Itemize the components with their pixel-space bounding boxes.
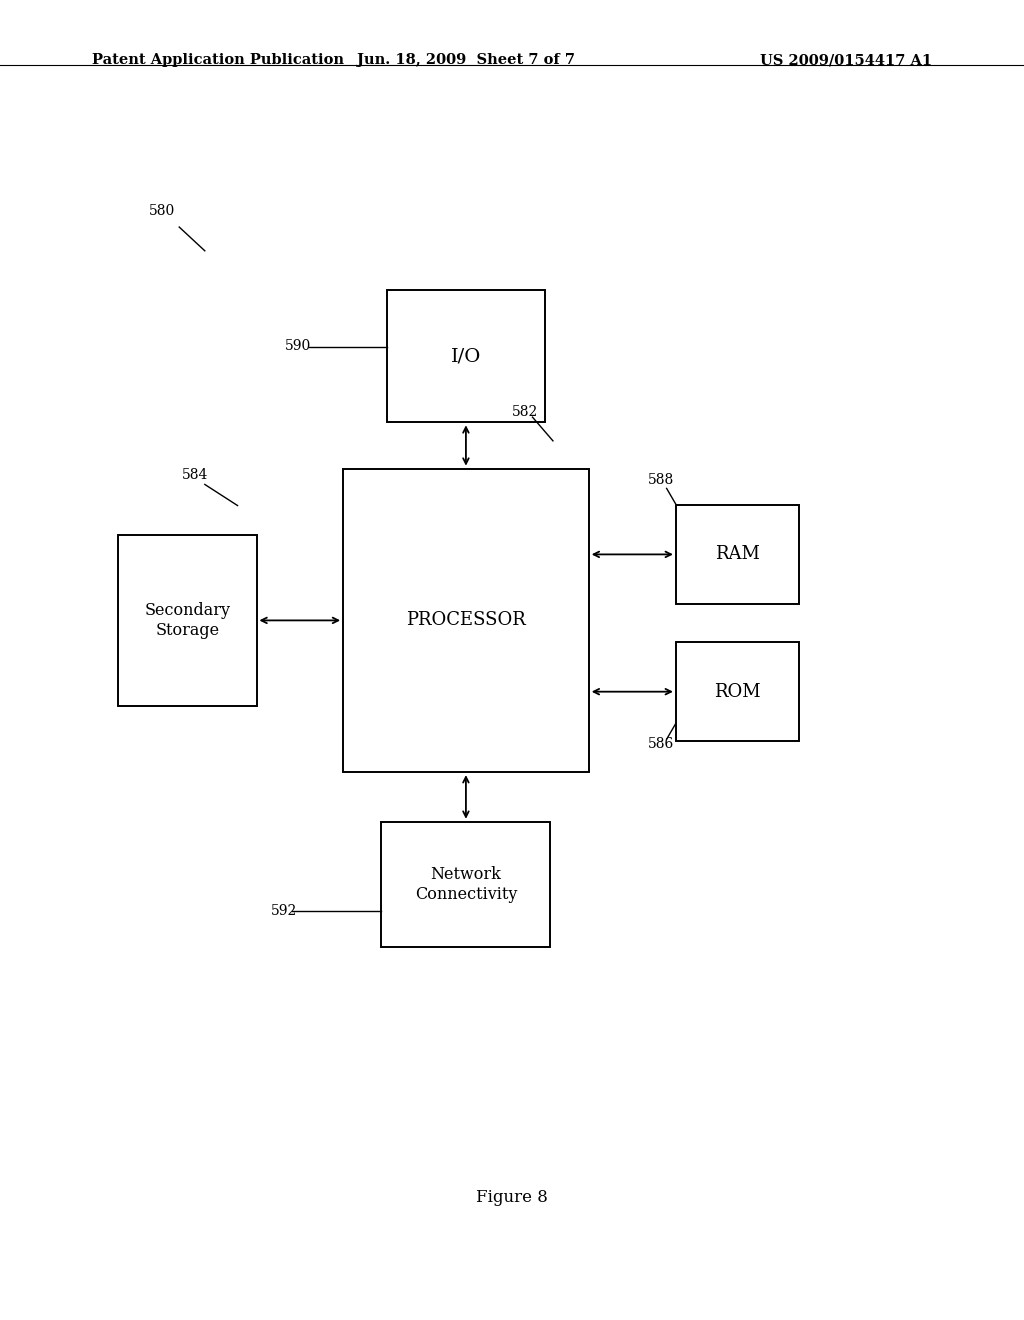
Text: ROM: ROM [714, 682, 761, 701]
Bar [676, 506, 799, 605]
Text: I/O: I/O [451, 347, 481, 366]
Text: 582: 582 [512, 405, 539, 418]
Text: Figure 8: Figure 8 [476, 1189, 548, 1206]
Text: Network
Connectivity: Network Connectivity [415, 866, 517, 903]
Text: 580: 580 [148, 205, 175, 218]
Bar [387, 290, 545, 422]
Text: 584: 584 [182, 469, 209, 482]
Text: 586: 586 [648, 738, 675, 751]
Text: PROCESSOR: PROCESSOR [407, 611, 525, 630]
Bar [343, 469, 589, 772]
Text: US 2009/0154417 A1: US 2009/0154417 A1 [760, 53, 932, 67]
Bar [381, 821, 551, 948]
Text: Patent Application Publication: Patent Application Publication [92, 53, 344, 67]
Bar [118, 535, 256, 706]
Text: 588: 588 [648, 474, 675, 487]
Text: Jun. 18, 2009  Sheet 7 of 7: Jun. 18, 2009 Sheet 7 of 7 [357, 53, 574, 67]
Text: 590: 590 [285, 339, 311, 352]
Bar [676, 643, 799, 741]
Text: Secondary
Storage: Secondary Storage [144, 602, 230, 639]
Text: RAM: RAM [715, 545, 760, 564]
Text: 592: 592 [271, 904, 298, 917]
